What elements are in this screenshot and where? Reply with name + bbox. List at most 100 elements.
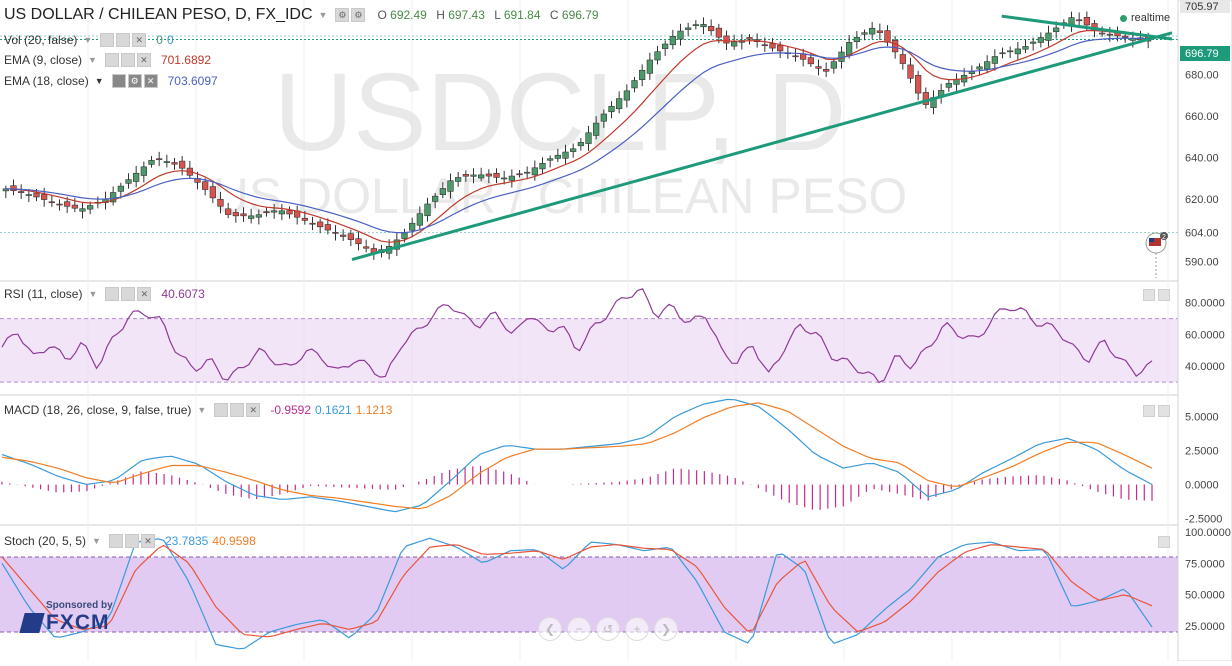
- macd-hist-value: -0.9592: [270, 403, 312, 417]
- last-price-label: [1180, 46, 1230, 61]
- chevron-down-icon[interactable]: ▼: [94, 76, 104, 86]
- vol-value-2: 0: [166, 33, 174, 47]
- candle: [416, 213, 423, 226]
- stoch-pane-controls[interactable]: [1158, 536, 1170, 548]
- macd-tick: -2.5000: [1185, 514, 1222, 526]
- move-up-icon[interactable]: [1158, 536, 1170, 548]
- scroll-forward-icon[interactable]: ❯: [654, 617, 678, 641]
- stoch-legend[interactable]: Stoch (20, 5, 5) ▼ ✕ 23.7835 40.9598: [4, 534, 256, 548]
- candle: [531, 167, 538, 176]
- candle: [769, 43, 776, 49]
- candle: [823, 68, 830, 72]
- candle: [631, 80, 638, 89]
- chevron-down-icon[interactable]: ▼: [318, 10, 328, 20]
- eye-icon[interactable]: [108, 534, 123, 548]
- reset-view-icon[interactable]: ↺: [596, 617, 620, 641]
- gear-icon[interactable]: ⚙: [351, 8, 366, 22]
- eye-icon[interactable]: [104, 53, 119, 67]
- event-marker[interactable]: 2: [1145, 232, 1168, 278]
- candle: [976, 66, 983, 70]
- gear-icon[interactable]: [124, 534, 139, 548]
- settings-icon[interactable]: ⚙: [335, 8, 350, 22]
- symbol-title[interactable]: US DOLLAR / CHILEAN PESO, D, FX_IDC: [4, 6, 313, 23]
- chevron-down-icon[interactable]: ▼: [88, 55, 97, 65]
- candle: [539, 162, 546, 170]
- chevron-down-icon[interactable]: ▼: [92, 536, 101, 546]
- candle: [746, 37, 753, 40]
- candle: [125, 179, 132, 184]
- rsi-legend[interactable]: RSI (11, close) ▼ ✕ 40.6073: [4, 287, 205, 301]
- ema18-label[interactable]: EMA (18, close): [4, 74, 89, 88]
- candle: [393, 239, 400, 250]
- gear-icon[interactable]: ⚙: [127, 74, 142, 88]
- zoom-in-icon[interactable]: +: [625, 617, 649, 641]
- ema9-label[interactable]: EMA (9, close): [4, 53, 83, 67]
- realtime-label: realtime: [1131, 12, 1171, 24]
- close-icon[interactable]: ✕: [143, 74, 158, 88]
- status-dot-icon: [1120, 14, 1127, 22]
- rsi-axis-ticks: 80.0000 60.0000 40.0000: [1185, 298, 1225, 373]
- candle: [600, 113, 607, 122]
- candle: [677, 30, 684, 40]
- chevron-down-icon[interactable]: ▼: [197, 405, 207, 415]
- move-up-icon[interactable]: [1143, 289, 1155, 301]
- price-tick: 620.00: [1185, 194, 1219, 206]
- chevron-down-icon[interactable]: ▼: [88, 289, 98, 299]
- move-down-icon[interactable]: [1158, 289, 1170, 301]
- close-icon[interactable]: ✕: [140, 534, 155, 548]
- candle: [593, 122, 600, 136]
- macd-value: 0.1621: [315, 403, 352, 417]
- macd-label[interactable]: MACD (18, 26, close, 9, false, true): [4, 403, 192, 417]
- rsi-pane-controls[interactable]: [1143, 289, 1170, 301]
- candle: [1076, 19, 1083, 22]
- candle: [608, 105, 615, 113]
- zoom-out-icon[interactable]: −: [567, 617, 591, 641]
- candle: [715, 27, 722, 38]
- eye-icon[interactable]: [100, 33, 115, 47]
- watermark-symbol: USDCLP, D: [274, 51, 847, 174]
- candle: [110, 192, 117, 203]
- candle: [869, 27, 876, 35]
- ema18-legend[interactable]: EMA (18, close) ▼ ⚙ ✕ 703.6097: [4, 74, 218, 88]
- close-icon[interactable]: ✕: [136, 53, 151, 67]
- gear-icon[interactable]: [116, 33, 131, 47]
- gear-icon[interactable]: [120, 53, 135, 67]
- candle: [485, 173, 492, 177]
- rsi-band: [0, 318, 1178, 383]
- stoch-axis-ticks: 100.0000 75.0000 50.0000 25.0000: [1185, 527, 1231, 633]
- candle: [71, 204, 78, 209]
- candle: [554, 154, 561, 159]
- move-down-icon[interactable]: [1158, 405, 1170, 417]
- candle: [163, 161, 170, 163]
- candle: [33, 192, 40, 198]
- rsi-label[interactable]: RSI (11, close): [4, 287, 83, 301]
- candle: [830, 61, 837, 69]
- scroll-back-icon[interactable]: ❮: [538, 617, 562, 641]
- eye-icon[interactable]: [105, 287, 120, 301]
- macd-pane-controls[interactable]: [1143, 405, 1170, 417]
- sponsor-logo[interactable]: Sponsored by FXCM: [19, 600, 113, 635]
- eye-icon[interactable]: [111, 74, 126, 88]
- macd-axis-ticks: 5.0000 2.5000 0.0000 -2.5000: [1185, 411, 1222, 525]
- eye-icon[interactable]: [214, 403, 229, 417]
- close-icon[interactable]: ✕: [137, 287, 152, 301]
- open-label: O: [377, 8, 387, 22]
- vol-label[interactable]: Vol (20, false): [4, 33, 78, 47]
- stoch-k-line: [1, 537, 1153, 650]
- stoch-label[interactable]: Stoch (20, 5, 5): [4, 534, 87, 548]
- macd-legend[interactable]: MACD (18, 26, close, 9, false, true) ▼ ✕…: [4, 403, 392, 417]
- gear-icon[interactable]: [230, 403, 245, 417]
- ema9-legend[interactable]: EMA (9, close) ▼ ✕ 701.6892: [4, 53, 211, 67]
- move-up-icon[interactable]: [1143, 405, 1155, 417]
- vol-legend[interactable]: Vol (20, false) ▼ ✕ 0 0: [4, 33, 174, 47]
- gear-icon[interactable]: [121, 287, 136, 301]
- chevron-down-icon[interactable]: ▼: [83, 35, 93, 45]
- candle: [317, 221, 324, 228]
- symbol-legend: US DOLLAR / CHILEAN PESO, D, FX_IDC ▼ ⚙ ⚙…: [4, 6, 605, 24]
- close-icon[interactable]: ✕: [132, 33, 147, 47]
- realtime-indicator: realtime: [1120, 12, 1170, 24]
- close-icon[interactable]: ✕: [246, 403, 261, 417]
- candle: [524, 171, 531, 174]
